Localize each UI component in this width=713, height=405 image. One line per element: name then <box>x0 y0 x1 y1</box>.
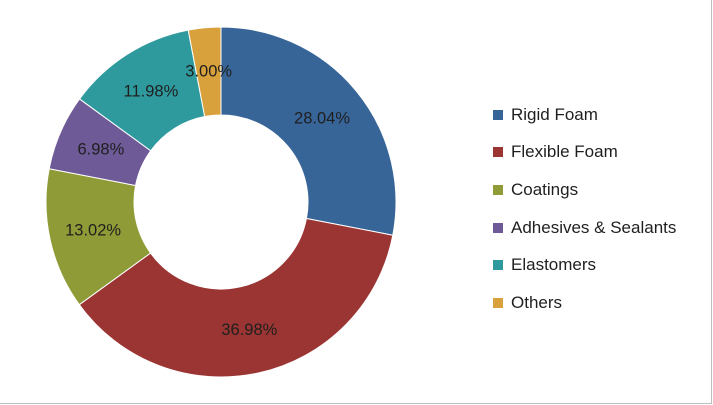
data-label-elastomers: 11.98% <box>124 82 179 100</box>
legend-swatch <box>493 147 503 158</box>
legend-swatch <box>493 109 503 120</box>
legend-label: Elastomers <box>511 255 597 275</box>
legend-swatch <box>493 260 503 271</box>
data-label-coatings: 13.02% <box>65 221 121 239</box>
chart-legend: Rigid Foam Flexible Foam Coatings Adhesives… <box>493 96 676 322</box>
data-label-rigid-foam: 28.04% <box>294 110 350 128</box>
slice-flexible-foam <box>78 217 394 378</box>
legend-item-others: Others <box>493 284 676 322</box>
legend-swatch <box>493 222 503 233</box>
legend-item-rigid-foam: Rigid Foam <box>493 96 676 134</box>
legend-label: Coatings <box>511 179 579 199</box>
data-label-adhesives-sealants: 6.98% <box>77 141 124 159</box>
legend-item-coatings: Coatings <box>493 171 676 209</box>
legend-item-elastomers: Elastomers <box>493 246 676 284</box>
legend-swatch <box>493 297 503 308</box>
legend-label: Rigid Foam <box>511 104 598 124</box>
legend-item-adhesives-sealants: Adhesives & Sealants <box>493 209 676 247</box>
legend-item-flexible-foam: Flexible Foam <box>493 134 676 172</box>
slice-rigid-foam <box>220 26 397 236</box>
legend-swatch <box>493 184 503 195</box>
data-label-flexible-foam: 36.98% <box>221 321 277 339</box>
legend-label: Others <box>511 292 563 312</box>
data-label-others: 3.00% <box>185 63 232 81</box>
legend-label: Adhesives & Sealants <box>511 217 677 237</box>
slice-others <box>187 26 222 118</box>
legend-label: Flexible Foam <box>511 142 618 162</box>
